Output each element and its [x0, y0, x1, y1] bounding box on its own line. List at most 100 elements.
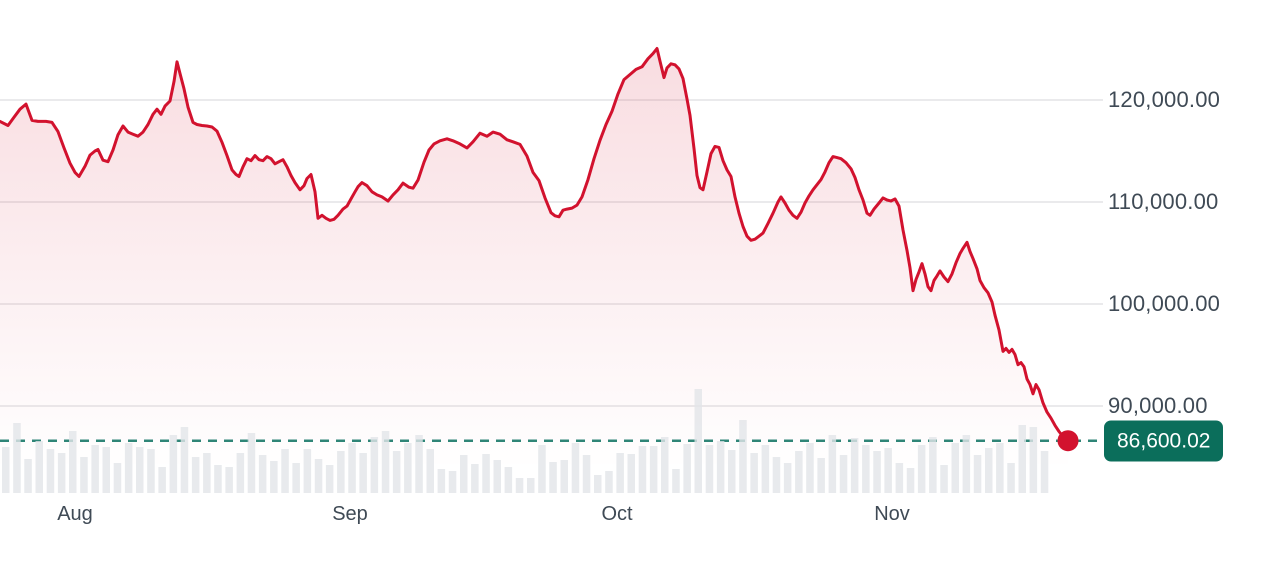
volume-bar: [80, 457, 88, 493]
volume-bar: [594, 475, 602, 493]
volume-bar: [582, 455, 591, 493]
volume-bar: [873, 451, 881, 493]
y-axis-tick-110000: 110,000.00: [1108, 189, 1219, 214]
volume-bar: [24, 459, 32, 493]
volume-bar: [772, 457, 781, 493]
price-line: [0, 47, 1070, 443]
volume-bar: [225, 467, 233, 493]
volume-bar: [605, 471, 613, 493]
y-axis-tick-90000: 90,000.00: [1108, 393, 1208, 418]
volume-bar: [102, 447, 110, 493]
volume-bar: [750, 453, 758, 493]
volume-bar: [951, 443, 959, 493]
volume-bar: [806, 443, 814, 493]
volume-bar: [404, 443, 412, 493]
volume-bar: [214, 465, 222, 493]
volume-bar: [839, 455, 848, 493]
volume-bar: [158, 467, 166, 493]
volume-bar: [661, 437, 669, 493]
volume-bar: [124, 443, 133, 493]
volume-bar: [460, 455, 468, 493]
volume-bar: [448, 471, 457, 493]
volume-bar: [962, 435, 971, 493]
last-price-dot: [1057, 430, 1079, 452]
volume-bar: [694, 389, 702, 493]
volume-bar: [471, 464, 479, 493]
volume-bar: [415, 435, 423, 493]
volume-bar: [917, 445, 926, 493]
price-area: [0, 48, 1068, 497]
volume-bar: [35, 441, 43, 493]
volume-bar: [1029, 427, 1038, 493]
volume-bar: [906, 468, 915, 493]
volume-bar: [884, 448, 892, 493]
volume-bar: [716, 441, 725, 493]
volume-bar: [1018, 425, 1026, 493]
volume-bar: [91, 445, 99, 493]
volume-bar: [828, 435, 837, 493]
volume-bar: [258, 455, 267, 493]
volume-bar: [136, 447, 144, 493]
volume-bar: [728, 450, 736, 493]
volume-bar: [57, 453, 66, 493]
volume-bar: [683, 444, 691, 493]
volume-bar: [2, 447, 10, 493]
volume-bar: [169, 435, 178, 493]
x-axis-tick-oct: Oct: [601, 503, 633, 525]
volume-bar: [348, 443, 356, 493]
volume-bar: [493, 460, 501, 493]
volume-bar: [337, 451, 345, 493]
volume-bar: [1040, 451, 1049, 493]
volume-bar: [571, 443, 580, 493]
volume-bar: [292, 463, 300, 493]
volume-bar: [649, 446, 658, 493]
x-axis-tick-aug: Aug: [57, 503, 93, 525]
volume-bar: [783, 463, 792, 493]
y-axis-tick-120000: 120,000.00: [1108, 87, 1221, 112]
volume-bar: [973, 455, 982, 493]
volume-bar: [314, 459, 323, 493]
volume-bar: [817, 458, 825, 493]
volume-bar: [270, 461, 278, 493]
volume-bar: [303, 449, 312, 493]
volume-bar: [929, 437, 937, 493]
volume-bar: [203, 453, 211, 493]
volume-bar: [739, 420, 747, 493]
volume-bar: [46, 449, 55, 493]
volume-bar: [191, 457, 200, 493]
volume-bar: [795, 451, 803, 493]
volume-bar: [638, 446, 647, 493]
volume-bar: [281, 449, 289, 493]
y-axis-tick-100000: 100,000.00: [1108, 291, 1221, 316]
volume-bar: [850, 438, 859, 493]
volume-bar: [504, 467, 513, 493]
last-price-badge: 86,600.02: [1104, 420, 1224, 462]
volume-bar: [538, 445, 546, 493]
volume-bar: [515, 478, 524, 493]
volume-bar: [705, 445, 714, 493]
volume-bar: [359, 453, 367, 493]
volume-bar: [940, 465, 948, 493]
volume-bar: [996, 443, 1004, 493]
volume-bar: [147, 449, 155, 493]
volume-bar: [370, 437, 379, 493]
volume-bar: [13, 423, 21, 493]
volume-bar: [392, 451, 401, 493]
volume-bar: [247, 433, 256, 493]
volume-bar: [985, 448, 993, 493]
volume-bar: [895, 463, 904, 493]
x-axis-tick-nov: Nov: [874, 503, 910, 525]
volume-bar: [761, 445, 770, 493]
x-axis-tick-sep: Sep: [332, 503, 368, 525]
volume-bar: [627, 454, 635, 493]
volume-bar: [1007, 463, 1015, 493]
volume-bar: [69, 431, 77, 493]
volume-bar: [381, 431, 390, 493]
volume-bar: [426, 449, 434, 493]
volume-bar: [236, 453, 245, 493]
volume-bar: [549, 462, 557, 493]
volume-bar: [437, 469, 446, 493]
volume-bar: [482, 454, 490, 493]
